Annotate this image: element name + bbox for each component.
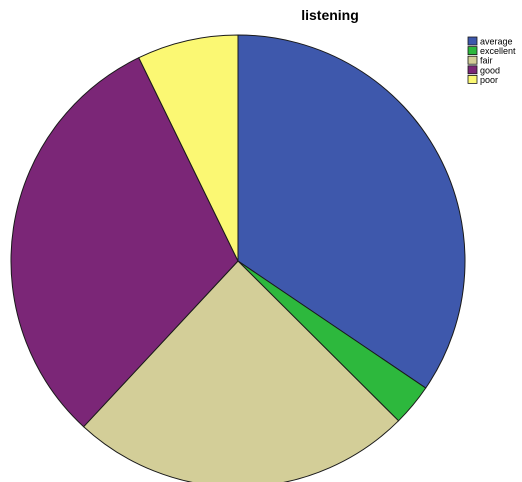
legend-label-poor: poor [480,75,498,85]
pie-slice-fair [83,260,400,482]
pie-slice-poor [138,34,239,262]
legend-item-fair: fair [467,55,493,66]
legend-swatch-good [467,65,478,75]
legend-swatch-fair [467,55,478,65]
legend-item-excellent: excellent [467,46,516,56]
pie-slices [10,34,466,482]
legend-item-average: average [467,36,513,47]
chart-title: listening [301,7,359,23]
legend-swatch-poor [467,75,478,84]
legend-label-average: average [480,37,513,47]
pie-slice-good [10,57,239,428]
legend-label-fair: fair [480,56,493,66]
legend-label-good: good [480,65,500,75]
legend-item-good: good [467,65,500,75]
pie-slice-average [237,34,466,389]
legend-swatch-excellent [467,46,478,55]
legend-item-poor: poor [467,75,498,85]
legend-swatch-average [467,36,478,46]
legend-label-excellent: excellent [480,46,516,56]
